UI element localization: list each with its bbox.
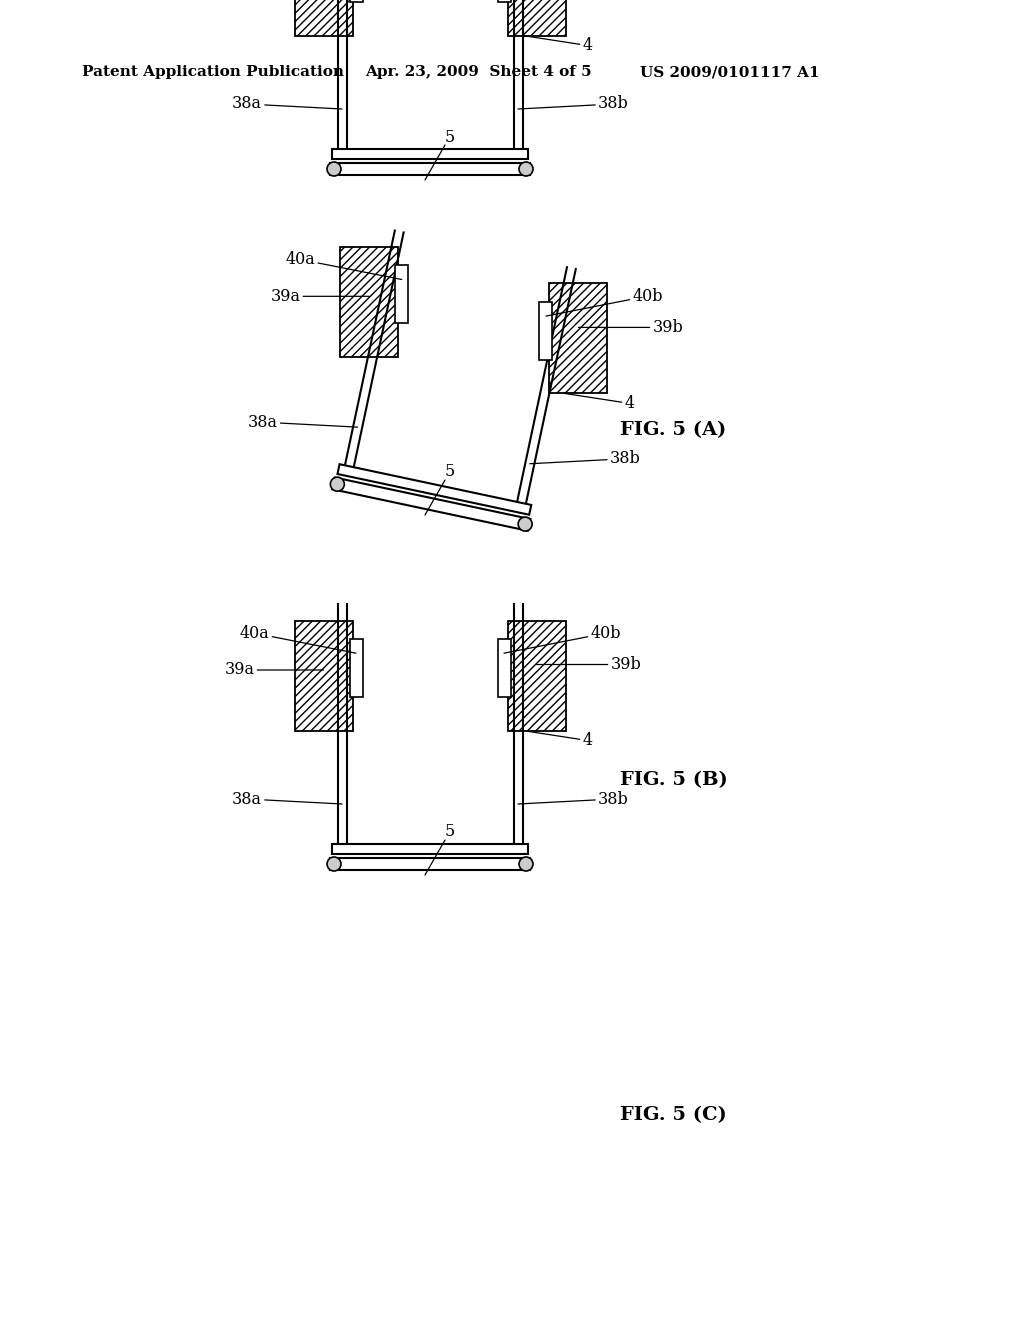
Circle shape [519,162,534,176]
Text: 39b: 39b [579,319,683,335]
Text: 38a: 38a [248,413,357,430]
Bar [498,639,511,697]
Text: 4: 4 [522,730,593,748]
Text: 40b: 40b [546,288,663,315]
Text: 40a: 40a [286,251,401,280]
Polygon shape [332,843,528,854]
Bar [295,620,352,730]
Text: 4: 4 [522,36,593,54]
Circle shape [519,857,534,871]
Polygon shape [338,465,531,515]
Text: 38b: 38b [518,95,629,112]
Text: 39a: 39a [224,661,324,678]
Text: 38b: 38b [529,450,641,467]
Text: FIG. 5 (C): FIG. 5 (C) [620,1106,727,1125]
Text: US 2009/0101117 A1: US 2009/0101117 A1 [640,65,819,79]
Text: 38a: 38a [232,95,342,112]
Text: 39b: 39b [537,656,641,673]
Text: 5: 5 [444,824,455,841]
Bar [508,0,565,36]
Circle shape [327,857,341,871]
Circle shape [331,477,344,491]
Text: 40b: 40b [504,624,621,653]
Bar [349,639,362,697]
Polygon shape [332,149,528,158]
Bar [498,0,511,1]
Bar [540,301,552,359]
Circle shape [518,517,532,531]
Text: Apr. 23, 2009  Sheet 4 of 5: Apr. 23, 2009 Sheet 4 of 5 [365,65,592,79]
Bar [395,265,409,323]
Text: 40a: 40a [240,624,356,653]
Circle shape [327,162,341,176]
Text: 38a: 38a [232,791,342,808]
Polygon shape [330,162,530,176]
Bar [508,620,565,730]
Text: FIG. 5 (B): FIG. 5 (B) [620,771,728,789]
Bar [349,0,362,1]
Text: 4: 4 [564,393,635,412]
Text: 5: 5 [444,463,455,480]
Bar [550,284,607,393]
Text: Patent Application Publication: Patent Application Publication [82,65,344,79]
Text: 5: 5 [444,128,455,145]
Polygon shape [332,478,530,531]
Text: FIG. 5 (A): FIG. 5 (A) [620,421,726,440]
Polygon shape [330,858,530,870]
Bar [295,0,352,36]
Text: 39a: 39a [270,288,370,305]
Text: 38b: 38b [518,791,629,808]
Bar [340,247,398,356]
